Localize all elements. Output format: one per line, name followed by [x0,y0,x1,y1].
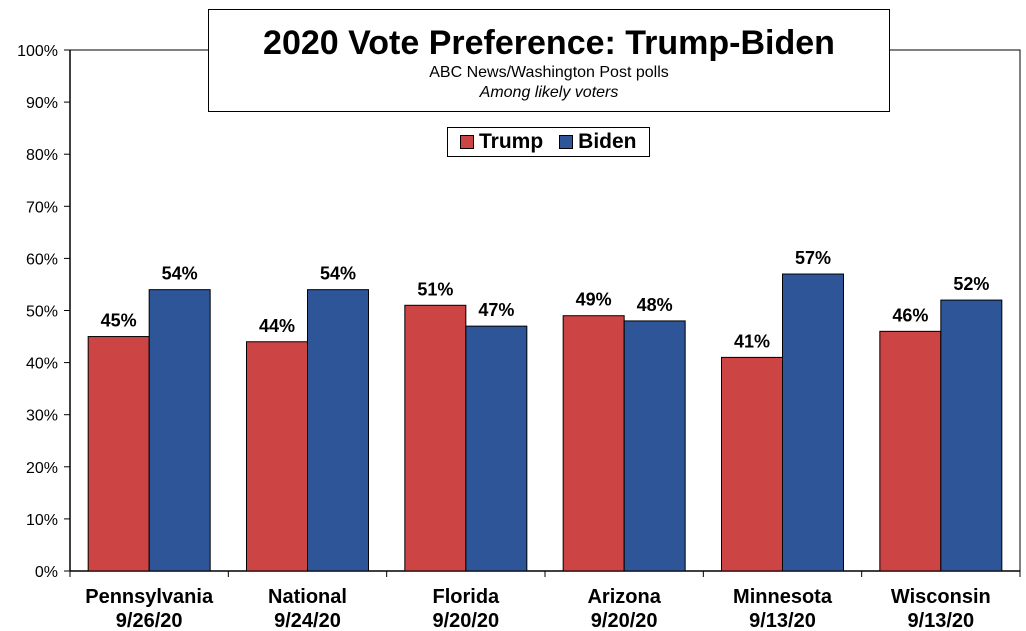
x-tick-label: Wisconsin [891,586,991,608]
y-tick-label: 30% [26,408,58,425]
data-label-biden: 47% [478,300,514,320]
x-tick-label: 9/24/20 [274,610,341,631]
y-tick-label: 60% [26,251,58,268]
bar-trump [246,341,308,572]
data-label-trump: 51% [417,279,453,299]
legend-swatch-biden [559,135,574,149]
x-tick-label: Minnesota [733,586,833,608]
y-tick-label: 90% [26,95,58,112]
y-tick-label: 0% [35,564,58,581]
legend-label-trump: Trump [479,130,544,153]
bar-trump [562,315,625,572]
title-box: 2020 Vote Preference: Trump-Biden ABC Ne… [208,9,890,112]
data-label-biden: 57% [795,248,831,268]
axes: 0% 10% 20% 30% 40% 50% 60% 70% 80% 90% 100% Pennsyl… [17,43,1021,631]
chart-subtitle: ABC News/Washington Post polls [429,64,669,81]
y-tick-label: 20% [26,460,58,477]
chart-title: 2020 Vote Preference: Trump-Biden [263,24,835,62]
x-tick-label: 9/13/20 [907,610,974,631]
data-label-trump: 41% [734,331,770,351]
data-label-trump: 44% [259,316,295,336]
bar-biden [148,289,211,572]
legend-swatch-trump [460,135,474,149]
data-label-biden: 54% [320,264,356,284]
bar-biden [307,289,369,572]
x-tick-label: 9/20/20 [432,610,499,631]
bar-trump [404,304,467,572]
bar-trump [87,336,150,572]
legend-item-biden: Biden [559,130,637,154]
y-tick-label: 100% [17,43,58,60]
legend: Trump Biden [447,127,650,157]
bar-trump [721,356,783,572]
data-label-biden: 52% [953,274,989,294]
y-tick-label: 80% [26,147,58,164]
legend-label-biden: Biden [578,130,637,153]
x-tick-label: 9/20/20 [591,610,658,631]
y-tick-label: 50% [26,304,58,321]
x-tick-label: Florida [432,586,500,608]
data-label-biden: 48% [637,295,673,315]
data-label-trump: 49% [576,290,612,310]
x-tick-label: National [268,586,347,608]
data-label-biden: 54% [162,264,198,284]
y-tick-label: 70% [26,199,58,216]
bar-biden [940,299,1003,572]
bars [87,273,1003,572]
legend-item-trump: Trump [460,130,543,154]
bar-biden [782,273,844,572]
data-labels: 45% 44% 51% 49% 41% 46% 54% 54% 47% 48% 57% 52% [101,248,990,351]
y-tick-label: 40% [26,356,58,373]
bar-biden [465,325,528,572]
y-tick-label: 10% [26,512,58,529]
bar-biden [623,320,686,572]
data-label-trump: 46% [892,305,928,325]
x-tick-label: 9/13/20 [749,610,816,631]
x-tick-label: 9/26/20 [116,610,183,631]
data-label-trump: 45% [101,311,137,331]
x-tick-label: Pennsylvania [85,586,214,608]
chart-subtitle-italic: Among likely voters [479,84,619,101]
x-tick-label: Arizona [587,586,661,608]
bar-trump [879,330,942,572]
